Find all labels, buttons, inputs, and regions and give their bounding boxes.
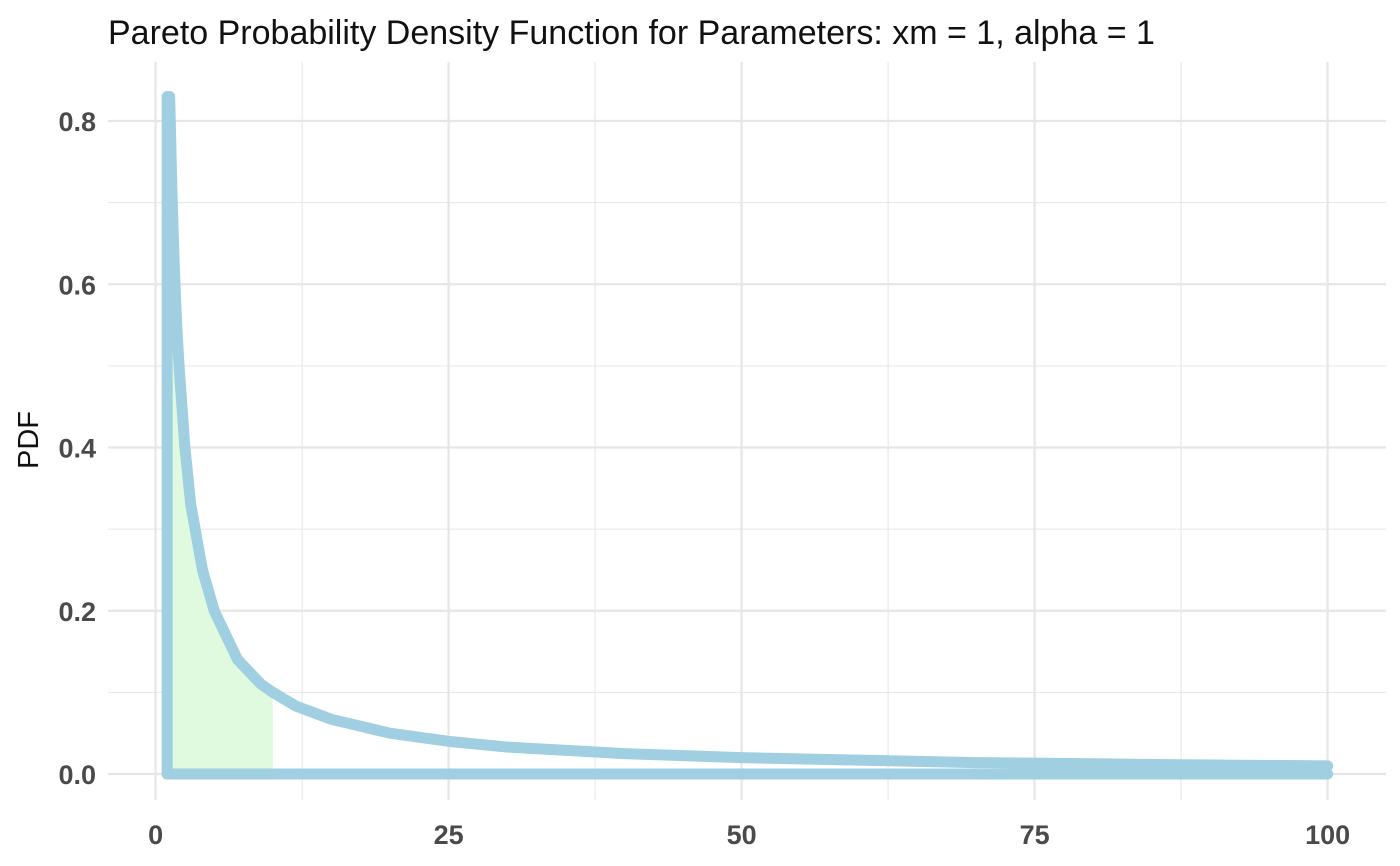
x-axis-tick-labels: 0 25 50 75 100 bbox=[148, 820, 1350, 850]
y-tick-label: 0.6 bbox=[58, 270, 96, 300]
shaded-area bbox=[169, 96, 273, 774]
y-tick-label: 0.8 bbox=[58, 107, 96, 137]
y-tick-label: 0.2 bbox=[58, 597, 96, 627]
y-axis-tick-labels: 0.0 0.2 0.4 0.6 0.8 bbox=[58, 107, 96, 790]
gridlines bbox=[108, 62, 1386, 800]
x-tick-label: 0 bbox=[148, 820, 163, 850]
y-tick-label: 0.4 bbox=[58, 434, 96, 464]
y-tick-label: 0.0 bbox=[58, 760, 96, 790]
shaded-area-fill bbox=[169, 96, 273, 774]
x-tick-label: 75 bbox=[1020, 820, 1050, 850]
pdf-curve-layer bbox=[161, 91, 1334, 780]
x-tick-label: 50 bbox=[727, 820, 757, 850]
pdf-curve-line bbox=[164, 91, 1334, 772]
chart-title: Pareto Probability Density Function for … bbox=[108, 14, 1155, 52]
x-tick-label: 25 bbox=[434, 820, 464, 850]
y-axis-title: PDF bbox=[13, 411, 45, 469]
x-tick-label: 100 bbox=[1305, 820, 1350, 850]
